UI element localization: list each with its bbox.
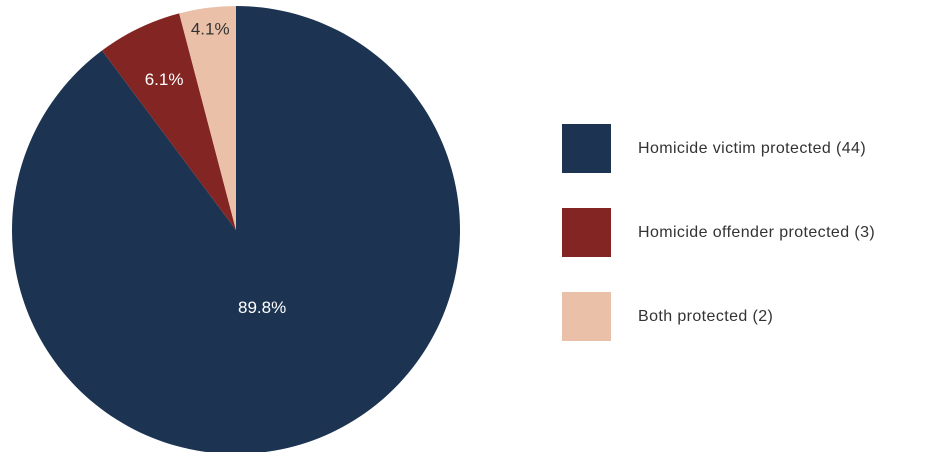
pie-slice-2 bbox=[179, 6, 236, 230]
chart-legend: Homicide victim protected (44) Homicide … bbox=[562, 124, 922, 376]
pie-slice-label-1: 6.1% bbox=[145, 70, 184, 89]
pie-slice-label-2: 4.1% bbox=[191, 20, 230, 39]
legend-item-offender-protected: Homicide offender protected (3) bbox=[562, 208, 922, 257]
pie-slice-1 bbox=[102, 13, 236, 230]
legend-label-both-protected: Both protected (2) bbox=[638, 307, 774, 325]
legend-item-both-protected: Both protected (2) bbox=[562, 292, 922, 341]
legend-swatch-offender-protected bbox=[562, 208, 611, 257]
legend-label-offender-protected: Homicide offender protected (3) bbox=[638, 223, 876, 241]
legend-swatch-victim-protected bbox=[562, 124, 611, 173]
legend-item-victim-protected: Homicide victim protected (44) bbox=[562, 124, 922, 173]
pie-labels: 89.8% 6.1% 4.1% bbox=[145, 20, 287, 318]
legend-label-victim-protected: Homicide victim protected (44) bbox=[638, 139, 867, 157]
legend-swatch-both-protected bbox=[562, 292, 611, 341]
pie-slice-0 bbox=[12, 6, 460, 452]
pie-chart: 89.8% 6.1% 4.1% bbox=[12, 6, 460, 452]
pie-slices bbox=[12, 6, 460, 452]
pie-slice-label-0: 89.8% bbox=[238, 298, 286, 317]
